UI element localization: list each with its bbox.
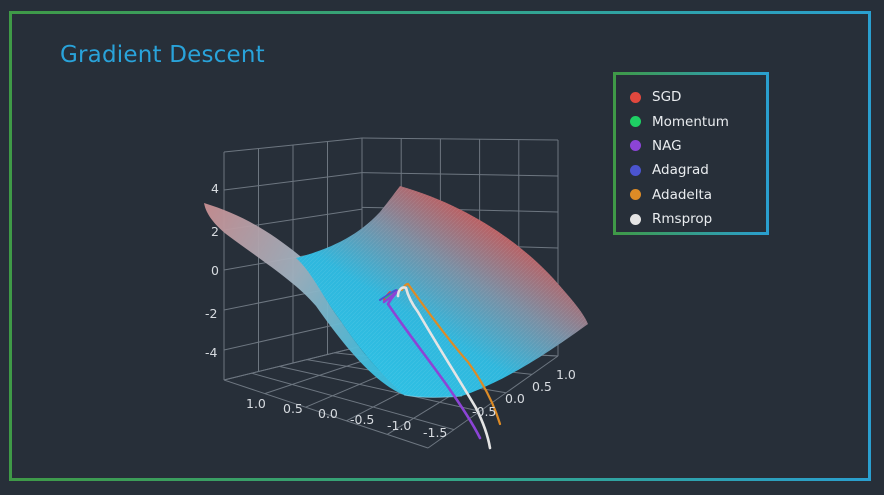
path-adadelta	[400, 282, 502, 426]
x-tick-label: 0.0	[318, 406, 338, 421]
legend-dot-icon	[630, 164, 641, 176]
y-tick-label: 0.0	[505, 391, 525, 406]
path-nag	[382, 289, 482, 440]
z-tick-label: -2	[205, 306, 217, 321]
surface-edge	[403, 394, 463, 398]
grid-line	[223, 137, 363, 153]
x-tick-label: -0.5	[350, 412, 374, 427]
legend-label: Adadelta	[652, 186, 713, 203]
x-tick-label: -1.5	[423, 425, 447, 440]
x-tick-label: 0.5	[283, 401, 303, 416]
x-tick-label: -1.0	[387, 418, 411, 433]
grid-line	[223, 379, 429, 449]
legend-dot-icon	[630, 116, 641, 128]
legend-item-adadelta[interactable]: Adadelta	[630, 183, 766, 207]
loss-surface	[204, 186, 588, 398]
legend-item-nag[interactable]: NAG	[630, 134, 766, 158]
legend-item-sgd[interactable]: SGD	[630, 85, 766, 109]
grid-line	[223, 172, 363, 191]
y-tick-label: -0.5	[472, 404, 496, 419]
legend-label: Rmsprop	[652, 211, 713, 228]
legend-label: Momentum	[652, 113, 729, 130]
grid-line	[361, 137, 559, 141]
path-rmsprop	[396, 286, 492, 450]
z-tick-label: 0	[211, 263, 219, 278]
grid-line	[279, 365, 481, 412]
y-tick-label: 0.5	[532, 379, 552, 394]
legend-dot-icon	[630, 140, 641, 152]
legend-label: Adagrad	[652, 162, 709, 179]
legend-dot-icon	[630, 91, 641, 103]
legend: SGD Momentum NAG Adagrad Adadelta Rmsprop	[613, 72, 769, 235]
surface-left-wing	[204, 203, 404, 395]
legend-item-rmsprop[interactable]: Rmsprop	[630, 207, 766, 231]
legend-label: NAG	[652, 137, 682, 154]
grid-line	[223, 345, 363, 381]
legend-dot-icon	[630, 189, 641, 201]
path-adagrad	[379, 289, 397, 301]
legend-dot-icon	[630, 213, 641, 225]
z-tick-label: 4	[211, 181, 219, 196]
legend-item-adagrad[interactable]: Adagrad	[630, 158, 766, 182]
z-tick-label: -4	[205, 345, 218, 360]
y-tick-label: 1.0	[556, 367, 576, 382]
chart-title: Gradient Descent	[60, 42, 265, 68]
z-tick-label: 2	[211, 224, 219, 239]
optimizer-paths	[379, 282, 502, 450]
grid-line	[427, 355, 559, 449]
grid-line	[361, 172, 559, 177]
axis-ticks: 4 2 0 -2 -4 1.0 0.5 0.0 -0.5 -1.0 -1.5 1.0 0.5 0.0 -0.…	[205, 181, 576, 440]
x-tick-label: 1.0	[246, 396, 266, 411]
legend-item-momentum[interactable]: Momentum	[630, 109, 766, 133]
legend-label: SGD	[652, 89, 682, 106]
grid-line	[251, 372, 455, 431]
